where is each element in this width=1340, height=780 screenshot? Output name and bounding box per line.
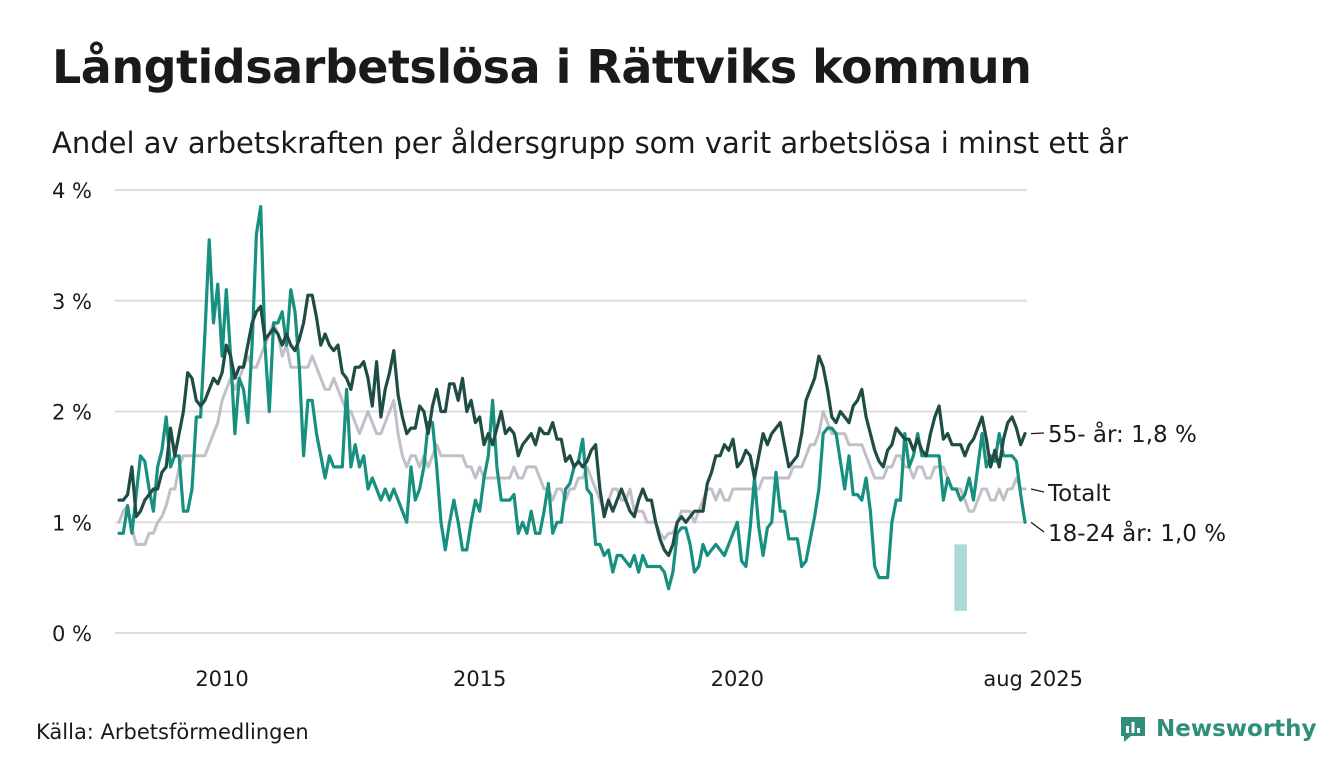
uncertainty-band bbox=[954, 544, 967, 611]
label-leader-line bbox=[1030, 521, 1045, 533]
series-line-total bbox=[117, 321, 1027, 546]
chart-title: Långtidsarbetslösa i Rättviks kommun bbox=[52, 40, 1032, 94]
y-tick-label: 3 % bbox=[52, 290, 92, 314]
y-tick-label: 0 % bbox=[52, 622, 92, 646]
series-end-label: 18-24 år: 1,0 % bbox=[1048, 519, 1226, 547]
uncertainty-band-layer bbox=[954, 544, 967, 611]
x-tick-label: 2015 bbox=[453, 667, 506, 691]
series-end-labels: 55- år: 1,8 % Totalt 18-24 år: 1,0 % bbox=[1030, 420, 1226, 547]
series-end-label: 55- år: 1,8 % bbox=[1048, 420, 1197, 448]
brand-name: Newsworthy bbox=[1156, 716, 1317, 742]
newsworthy-logo-icon bbox=[1121, 717, 1145, 742]
chart-subtitle: Andel av arbetskraften per åldersgrupp s… bbox=[52, 126, 1128, 160]
label-leader-line bbox=[1030, 488, 1045, 493]
series-line-age55 bbox=[117, 293, 1027, 558]
y-tick-label: 1 % bbox=[52, 511, 92, 535]
y-axis: 0 % 1 % 2 % 3 % 4 % bbox=[52, 179, 92, 646]
series-lines bbox=[117, 205, 1027, 591]
source-note: Källa: Arbetsförmedlingen bbox=[36, 720, 309, 744]
line-chart: 0 % 1 % 2 % 3 % 4 % 2010 2015 2020 aug 2025 55-… bbox=[52, 179, 1226, 691]
gridlines bbox=[115, 189, 1027, 634]
brand-logo[interactable]: Newsworthy bbox=[1118, 714, 1317, 744]
y-tick-label: 4 % bbox=[52, 179, 92, 203]
y-tick-label: 2 % bbox=[52, 401, 92, 425]
x-tick-label: 2020 bbox=[711, 667, 764, 691]
x-tick-label: 2010 bbox=[195, 667, 248, 691]
label-leader-line bbox=[1030, 432, 1045, 435]
x-axis: 2010 2015 2020 aug 2025 bbox=[195, 667, 1083, 691]
x-tick-label: aug 2025 bbox=[983, 667, 1083, 691]
series-line-age1824 bbox=[117, 205, 1027, 591]
series-end-label: Totalt bbox=[1047, 481, 1111, 507]
